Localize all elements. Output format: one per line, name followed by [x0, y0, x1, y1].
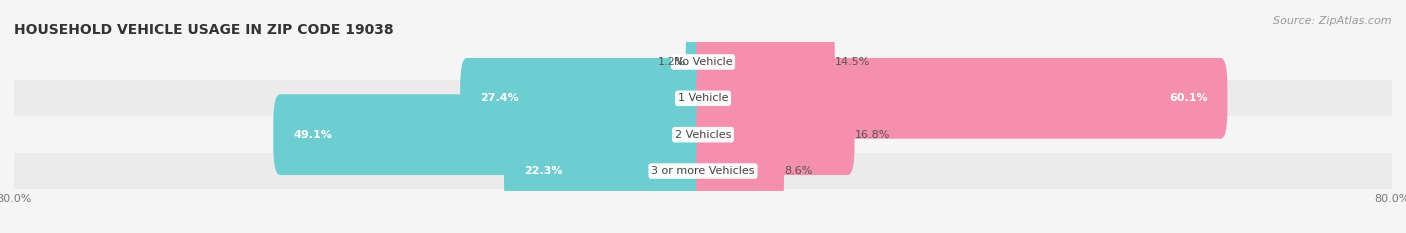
Text: Source: ZipAtlas.com: Source: ZipAtlas.com [1274, 16, 1392, 26]
Bar [14, 153, 1392, 189]
Text: 14.5%: 14.5% [835, 57, 870, 67]
Bar [14, 116, 1392, 153]
Text: HOUSEHOLD VEHICLE USAGE IN ZIP CODE 19038: HOUSEHOLD VEHICLE USAGE IN ZIP CODE 1903… [14, 23, 394, 37]
Text: 27.4%: 27.4% [479, 93, 519, 103]
Text: No Vehicle: No Vehicle [673, 57, 733, 67]
Text: 22.3%: 22.3% [524, 166, 562, 176]
Text: 2 Vehicles: 2 Vehicles [675, 130, 731, 140]
FancyBboxPatch shape [696, 58, 1227, 139]
Bar [14, 44, 1392, 80]
Text: 8.6%: 8.6% [785, 166, 813, 176]
FancyBboxPatch shape [460, 58, 710, 139]
FancyBboxPatch shape [696, 94, 855, 175]
FancyBboxPatch shape [686, 22, 710, 102]
Text: 1 Vehicle: 1 Vehicle [678, 93, 728, 103]
FancyBboxPatch shape [505, 131, 710, 211]
Text: 3 or more Vehicles: 3 or more Vehicles [651, 166, 755, 176]
FancyBboxPatch shape [696, 131, 785, 211]
Text: 60.1%: 60.1% [1168, 93, 1208, 103]
FancyBboxPatch shape [696, 22, 835, 102]
Text: 1.2%: 1.2% [658, 57, 686, 67]
FancyBboxPatch shape [273, 94, 710, 175]
Bar [14, 80, 1392, 116]
Text: 16.8%: 16.8% [855, 130, 890, 140]
Text: 49.1%: 49.1% [292, 130, 332, 140]
